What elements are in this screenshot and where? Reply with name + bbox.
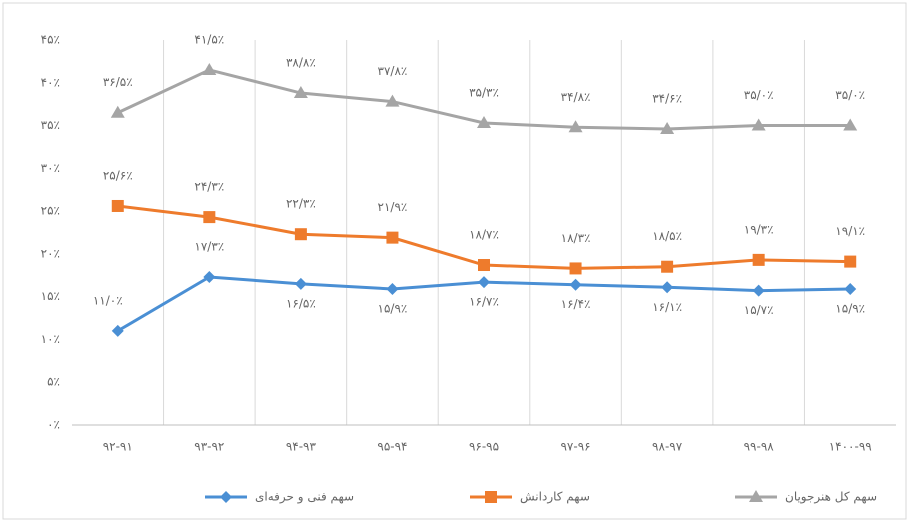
data-label: ۲۴/۳٪ <box>194 180 224 194</box>
y-tick-label: ۲۵٪ <box>41 204 60 218</box>
point <box>844 255 857 268</box>
data-label: ۲۲/۳٪ <box>286 197 316 211</box>
y-tick-label: ۵٪ <box>47 375 60 389</box>
data-label: ۱۹/۱٪ <box>835 224 865 238</box>
point <box>569 278 582 291</box>
data-label: ۱۶/۷٪ <box>469 295 499 309</box>
point <box>294 277 307 290</box>
data-label: ۳۴/۶٪ <box>652 91 682 105</box>
point <box>385 94 400 107</box>
point <box>220 491 232 503</box>
data-label: ۱۶/۴٪ <box>561 297 591 311</box>
data-label: ۴۱/۵٪ <box>194 32 224 46</box>
point <box>844 282 857 295</box>
y-tick-label: ۳۵٪ <box>41 118 60 132</box>
y-tick-label: ۴۵٪ <box>41 33 60 47</box>
data-label: ۳۷/۸٪ <box>378 64 408 78</box>
data-label: ۳۵/۳٪ <box>469 85 499 99</box>
x-tick-label: ۹۳-۹۲ <box>194 440 224 454</box>
x-tick-label: ۹۹-۹۸ <box>744 440 775 454</box>
point <box>202 62 217 75</box>
legend-label: سهم فنی و حرفه‌ای <box>255 490 354 505</box>
data-label: ۱۵/۹٪ <box>378 301 408 315</box>
data-label: ۳۸/۸٪ <box>286 56 316 70</box>
data-label: ۳۴/۸٪ <box>561 90 591 104</box>
x-tick-label: ۱۴۰۰-۹۹ <box>829 440 872 454</box>
data-label: ۱۱/۰٪ <box>93 293 123 307</box>
x-tick-label: ۹۵-۹۴ <box>377 440 407 454</box>
point <box>569 262 582 275</box>
point <box>386 231 399 244</box>
y-tick-label: ۰٪ <box>47 418 60 432</box>
data-label: ۱۹/۳٪ <box>744 222 774 236</box>
point <box>661 260 674 273</box>
y-tick-label: ۲۰٪ <box>41 246 60 260</box>
point <box>478 259 490 272</box>
point <box>568 120 583 133</box>
point <box>478 276 490 289</box>
data-label: ۳۵/۰٪ <box>744 88 774 102</box>
y-tick-label: ۱۵٪ <box>41 289 60 303</box>
point <box>485 491 497 503</box>
point <box>111 324 124 337</box>
data-label: ۱۶/۱٪ <box>652 300 682 314</box>
point <box>294 228 307 241</box>
x-tick-label: ۹۶-۹۵ <box>469 440 499 454</box>
point <box>660 121 675 134</box>
data-label: ۱۸/۵٪ <box>652 229 682 243</box>
point <box>843 118 858 131</box>
point <box>111 199 124 212</box>
x-tick-label: ۹۸-۹۷ <box>652 440 683 454</box>
x-tick-label: ۹۲-۹۱ <box>103 440 133 454</box>
x-tick-label: ۹۷-۹۶ <box>560 440 590 454</box>
y-tick-label: ۱۰٪ <box>41 332 60 346</box>
point <box>293 86 308 99</box>
data-label: ۲۵/۶٪ <box>103 168 133 182</box>
data-label: ۱۵/۷٪ <box>744 303 774 317</box>
y-tick-label: ۴۰٪ <box>41 75 60 89</box>
data-label: ۱۵/۹٪ <box>835 301 865 315</box>
data-label: ۲۱/۹٪ <box>378 200 408 214</box>
point <box>751 118 766 131</box>
point <box>203 270 216 283</box>
point <box>661 281 674 294</box>
point <box>386 282 399 295</box>
point <box>752 284 765 297</box>
data-label: ۱۸/۷٪ <box>469 228 499 242</box>
legend-label: سهم کل هنرجویان <box>785 490 877 505</box>
point <box>203 211 216 224</box>
point <box>749 490 763 502</box>
point <box>477 115 491 128</box>
data-label: ۱۷/۳٪ <box>194 239 224 253</box>
data-label: ۳۶/۵٪ <box>103 75 133 89</box>
data-label: ۱۶/۵٪ <box>286 296 316 310</box>
data-label: ۱۸/۳٪ <box>561 231 591 245</box>
point <box>110 105 125 118</box>
legend-label: سهم کاردانش <box>520 490 590 505</box>
x-tick-label: ۹۴-۹۳ <box>286 440 317 454</box>
y-tick-label: ۳۰٪ <box>41 161 60 175</box>
point <box>752 253 765 266</box>
data-label: ۳۵/۰٪ <box>835 88 865 102</box>
